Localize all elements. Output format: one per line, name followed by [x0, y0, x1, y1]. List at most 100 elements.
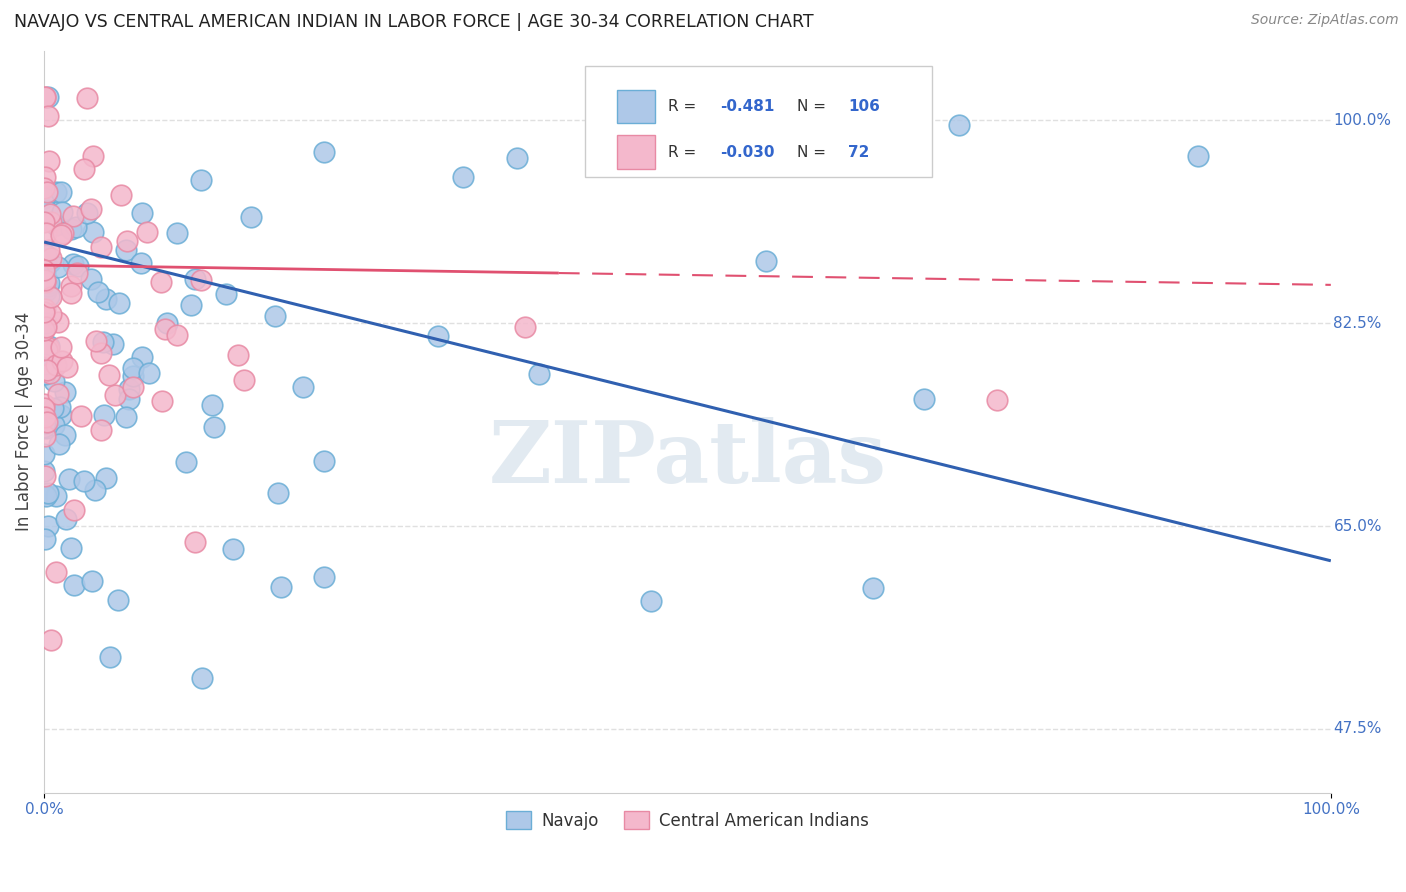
- Point: [862, 582, 884, 596]
- Point: [34, 266, 56, 280]
- Point: [98, 649, 121, 664]
- Point: [34, 90, 56, 104]
- Point: [34, 416, 56, 430]
- Point: [38, 277, 60, 291]
- Point: [49, 185, 72, 199]
- Point: [51, 408, 73, 422]
- Text: 47.5%: 47.5%: [1333, 722, 1382, 737]
- Point: [34, 410, 56, 425]
- Point: [108, 296, 131, 310]
- Point: [314, 570, 336, 584]
- Legend: Navajo, Central American Indians: Navajo, Central American Indians: [499, 805, 876, 837]
- Point: [51, 340, 73, 354]
- Point: [70, 409, 93, 423]
- Point: [73, 474, 96, 488]
- Point: [155, 316, 177, 330]
- Point: [35, 363, 58, 377]
- Point: [60, 222, 83, 236]
- Point: [239, 210, 262, 224]
- Point: [51, 354, 73, 368]
- Text: ZIPatlas: ZIPatlas: [488, 417, 886, 500]
- Point: [34, 169, 56, 184]
- Point: [35, 188, 58, 202]
- Point: [51, 205, 73, 219]
- Point: [87, 285, 110, 299]
- Point: [34, 301, 56, 316]
- Point: [34, 367, 56, 381]
- Point: [121, 368, 143, 383]
- Point: [32, 262, 55, 277]
- Point: [640, 594, 662, 608]
- Point: [755, 254, 778, 268]
- Point: [82, 225, 104, 239]
- Point: [314, 454, 336, 468]
- Text: -0.481: -0.481: [720, 99, 775, 114]
- Point: [202, 420, 225, 434]
- Point: [131, 350, 153, 364]
- Point: [59, 286, 82, 301]
- Point: [90, 346, 112, 360]
- Point: [45, 565, 67, 579]
- Point: [427, 329, 450, 343]
- Point: [39, 255, 62, 269]
- Point: [129, 256, 152, 270]
- Point: [48, 387, 70, 401]
- Point: [34, 284, 56, 298]
- Point: [32, 305, 55, 319]
- Text: N =: N =: [797, 145, 831, 160]
- Point: [104, 388, 127, 402]
- Point: [153, 322, 176, 336]
- Point: [45, 185, 67, 199]
- Point: [37, 109, 59, 123]
- Point: [166, 327, 188, 342]
- Point: [184, 535, 207, 549]
- Point: [51, 226, 73, 240]
- Point: [37, 185, 59, 199]
- Point: [34, 429, 56, 443]
- Point: [131, 206, 153, 220]
- Text: R =: R =: [668, 145, 702, 160]
- Point: [37, 518, 59, 533]
- Point: [59, 541, 82, 555]
- Point: [94, 471, 117, 485]
- FancyBboxPatch shape: [617, 136, 655, 169]
- Point: [115, 234, 138, 248]
- Point: [35, 316, 58, 330]
- Point: [110, 188, 132, 202]
- Point: [506, 152, 529, 166]
- Point: [39, 352, 62, 367]
- Point: [150, 394, 173, 409]
- Point: [32, 323, 55, 337]
- Point: [180, 298, 202, 312]
- Point: [73, 162, 96, 177]
- Point: [201, 398, 224, 412]
- Point: [35, 415, 58, 429]
- Point: [32, 419, 55, 434]
- Point: [912, 392, 935, 406]
- Point: [45, 358, 67, 372]
- Point: [83, 483, 105, 497]
- Point: [55, 360, 77, 375]
- Point: [35, 256, 58, 270]
- Point: [226, 348, 249, 362]
- Point: [58, 472, 80, 486]
- Point: [948, 118, 970, 132]
- Point: [38, 341, 60, 355]
- Point: [222, 542, 245, 557]
- Point: [166, 226, 188, 240]
- Text: -0.030: -0.030: [720, 145, 775, 160]
- Point: [59, 278, 82, 293]
- Point: [32, 191, 55, 205]
- Point: [65, 219, 87, 234]
- Point: [39, 307, 62, 321]
- Point: [118, 382, 141, 396]
- Point: [527, 367, 550, 381]
- Point: [67, 259, 90, 273]
- Point: [48, 437, 70, 451]
- Point: [34, 447, 56, 461]
- Point: [34, 265, 56, 279]
- Point: [35, 343, 58, 357]
- Point: [53, 384, 76, 399]
- Point: [93, 409, 115, 423]
- Point: [32, 464, 55, 478]
